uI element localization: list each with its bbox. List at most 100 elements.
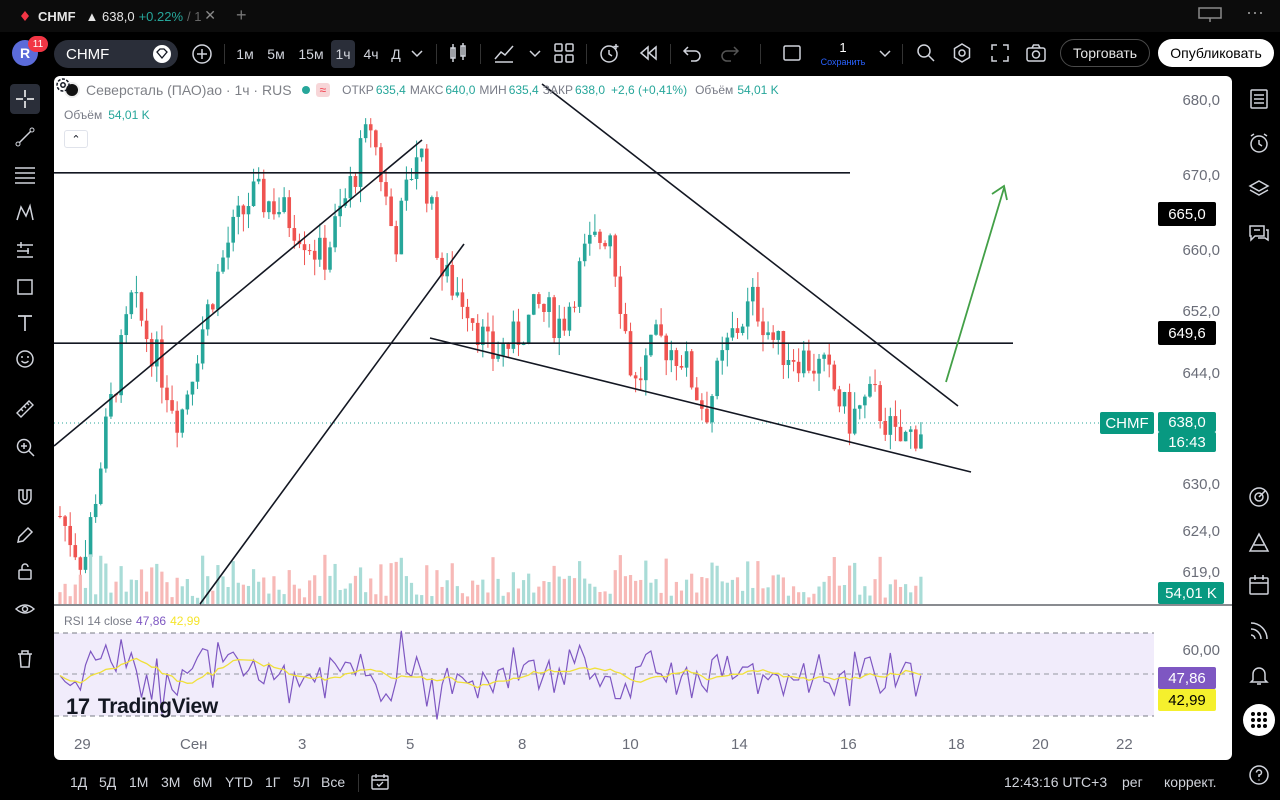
volume-bar bbox=[659, 592, 663, 604]
interval-5m[interactable]: 5м bbox=[267, 46, 285, 62]
fib-tool[interactable] bbox=[10, 160, 40, 190]
interval-15m[interactable]: 15м bbox=[298, 46, 324, 62]
save-layout-button[interactable]: 1 Сохранить bbox=[812, 40, 874, 70]
replay-icon[interactable] bbox=[636, 41, 660, 65]
candle-body bbox=[674, 350, 679, 366]
chart-panel[interactable]: Северсталь (ПАО)ао · 1ч · RUS ≈ ОТКР 635,… bbox=[54, 76, 1232, 760]
stream-button[interactable] bbox=[1246, 618, 1272, 644]
candle-body bbox=[740, 326, 745, 333]
crosshair-tool[interactable] bbox=[10, 84, 40, 114]
help-button[interactable] bbox=[1246, 762, 1272, 788]
text-tool[interactable] bbox=[10, 308, 40, 338]
trade-button[interactable]: Торговать bbox=[1060, 39, 1150, 67]
candles-icon[interactable] bbox=[446, 41, 470, 65]
volume-bar bbox=[318, 595, 322, 604]
add-symbol-icon[interactable] bbox=[190, 42, 214, 66]
alert-clock-icon[interactable] bbox=[598, 41, 622, 65]
watchlist-button[interactable] bbox=[1246, 86, 1272, 112]
symbol-search[interactable]: CHMF bbox=[54, 40, 178, 68]
new-tab-icon[interactable]: + bbox=[236, 5, 247, 25]
clock-timezone[interactable]: 12:43:16 UTC+3 bbox=[1004, 774, 1108, 790]
volume-bar bbox=[257, 581, 261, 604]
volume-bar bbox=[476, 584, 480, 604]
date-range-icon[interactable] bbox=[370, 772, 390, 792]
chart-canvas[interactable] bbox=[54, 76, 1232, 760]
more-icon[interactable]: ⋯ bbox=[1246, 3, 1264, 23]
chevron-down-icon[interactable] bbox=[878, 48, 892, 58]
volume-row-label: Объём bbox=[64, 108, 103, 122]
interval-4h[interactable]: 4ч bbox=[363, 46, 379, 62]
camera-icon[interactable] bbox=[1024, 41, 1048, 65]
candle-body bbox=[577, 261, 582, 307]
range-5d[interactable]: 5Д bbox=[99, 774, 117, 790]
volume-bar bbox=[114, 581, 118, 604]
forecast-tool[interactable] bbox=[10, 236, 40, 266]
ideas-button[interactable] bbox=[1246, 530, 1272, 556]
fullscreen-icon[interactable] bbox=[988, 41, 1012, 65]
candle-body bbox=[63, 516, 67, 526]
range-ytd[interactable]: YTD bbox=[225, 774, 253, 790]
chevron-down-icon[interactable] bbox=[528, 48, 542, 58]
axis-settings-icon[interactable] bbox=[54, 76, 72, 94]
volume-bar bbox=[99, 555, 103, 604]
range-3m[interactable]: 3М bbox=[161, 774, 181, 790]
bottom-bar: 1Д 5Д 1М 3М 6М YTD 1Г 5Л Все 12:43:16 UT… bbox=[54, 764, 1232, 800]
volume-bar bbox=[516, 588, 521, 604]
trash-icon bbox=[18, 650, 32, 668]
tradingview-name: TradingView bbox=[97, 695, 218, 718]
layout-single-icon[interactable] bbox=[780, 41, 804, 65]
chat-button[interactable] bbox=[1246, 220, 1272, 246]
ruler-tool[interactable] bbox=[10, 394, 40, 424]
delete-tool[interactable] bbox=[10, 644, 40, 674]
notifications-button[interactable] bbox=[1246, 662, 1272, 688]
lock-tool[interactable] bbox=[10, 556, 40, 586]
settings-icon[interactable] bbox=[950, 41, 974, 65]
change-value: +2,6 (+0,41%) bbox=[611, 83, 688, 97]
interval-1m[interactable]: 1м bbox=[236, 46, 254, 62]
candle-body bbox=[307, 250, 312, 252]
publish-button[interactable]: Опубликовать bbox=[1158, 39, 1274, 67]
tradingview-logo[interactable]: 17 TradingView bbox=[66, 694, 218, 720]
range-1m[interactable]: 1М bbox=[129, 774, 149, 790]
pulse-button[interactable] bbox=[1246, 484, 1272, 510]
candle-body bbox=[144, 320, 149, 340]
collapse-legend-button[interactable]: ⌃ bbox=[64, 130, 88, 148]
tab-close-icon[interactable]: ✕ bbox=[204, 7, 216, 23]
quick-search-icon[interactable] bbox=[914, 41, 938, 65]
rsi-legend: RSI 14 close 47,86 42,99 bbox=[64, 614, 200, 628]
range-1y[interactable]: 1Г bbox=[265, 774, 281, 790]
emoji-tool[interactable] bbox=[10, 344, 40, 374]
interval-1d[interactable]: Д bbox=[391, 46, 401, 62]
interval-1h[interactable]: 1ч bbox=[331, 40, 355, 68]
volume-bar bbox=[868, 595, 872, 604]
zoom-tool[interactable] bbox=[10, 432, 40, 462]
range-all[interactable]: Все bbox=[321, 774, 346, 790]
trendline-tool[interactable] bbox=[10, 122, 40, 152]
draw-mode-tool[interactable] bbox=[10, 520, 40, 550]
range-1d[interactable]: 1Д bbox=[70, 774, 88, 790]
layers-button[interactable] bbox=[1246, 176, 1272, 202]
indicators-icon[interactable] bbox=[492, 41, 516, 65]
range-5y[interactable]: 5Л bbox=[293, 774, 310, 790]
calendar-button[interactable] bbox=[1246, 572, 1272, 598]
visibility-tool[interactable] bbox=[10, 594, 40, 624]
magnet-tool[interactable] bbox=[10, 482, 40, 512]
adjustment-toggle[interactable]: коррект. bbox=[1164, 774, 1217, 790]
diamond-icon[interactable] bbox=[152, 44, 172, 64]
chevron-down-icon[interactable] bbox=[410, 48, 424, 58]
alerts-button[interactable] bbox=[1246, 130, 1272, 156]
volume-bar bbox=[807, 597, 811, 604]
range-6m[interactable]: 6М bbox=[193, 774, 213, 790]
screen-icon[interactable] bbox=[1198, 7, 1222, 23]
shapes-tool[interactable] bbox=[10, 272, 40, 302]
browser-tab[interactable]: CHMF ▲ 638,0 +0.22% / 1 ✕ bbox=[10, 4, 226, 28]
products-button[interactable] bbox=[1243, 704, 1275, 736]
pattern-tool[interactable] bbox=[10, 198, 40, 228]
undo-icon[interactable] bbox=[680, 41, 704, 65]
rsi-tick: 60,00 bbox=[1182, 642, 1220, 659]
session-toggle[interactable]: рег bbox=[1122, 774, 1143, 790]
time-tick: 22 bbox=[1116, 736, 1133, 753]
redo-icon[interactable] bbox=[718, 41, 742, 65]
layout-grid-icon[interactable] bbox=[552, 41, 576, 65]
candle-body bbox=[363, 124, 368, 139]
